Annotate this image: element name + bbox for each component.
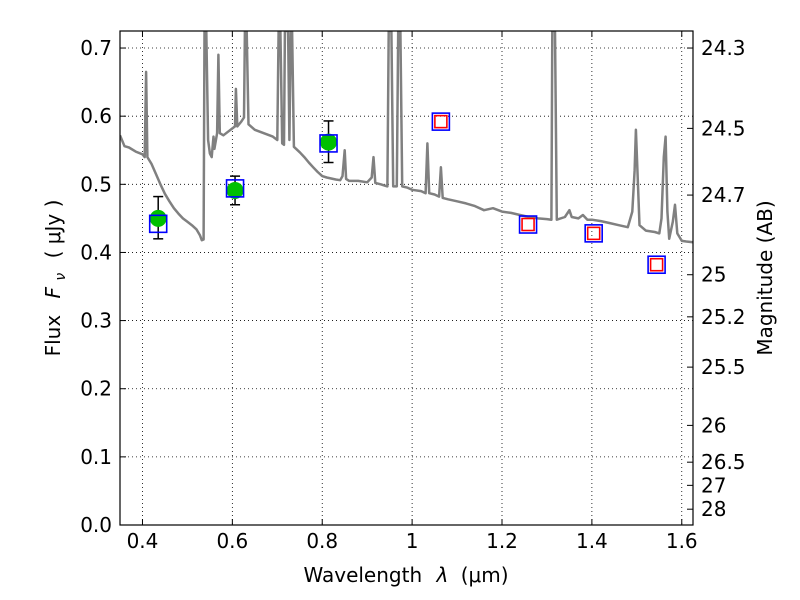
- axis-ticks: 0.4 0.6 0.8 1 1.2 1.4 1.6 0.0 0.1 0.2 0.3 0.4 0.5 0.6…: [80, 31, 746, 553]
- upper-limit-marker: [434, 114, 448, 129]
- observed-flux-point: [149, 209, 167, 227]
- model-bandpass-marker: [148, 214, 168, 234]
- x-tick-label: 1.2: [486, 529, 518, 553]
- y2-tick-label: 24.5: [701, 116, 746, 140]
- y-axis-label: Flux F ν ( μJy ): [41, 200, 70, 357]
- model-bandpass-marker: [647, 255, 666, 275]
- y-tick-label: 0.5: [80, 172, 112, 196]
- model-bandpass-marker: [584, 224, 603, 243]
- y2-tick-label: 26.5: [701, 450, 746, 474]
- plot-area: [120, 31, 693, 244]
- y-tick-label: 0.1: [80, 445, 112, 469]
- upper-limit-marker: [586, 226, 601, 241]
- axes-frame: [119, 30, 694, 526]
- y-tick-label: 0.6: [80, 104, 112, 128]
- model-bandpass-marker: [518, 215, 538, 234]
- x-tick-label: 0.4: [127, 529, 159, 553]
- marker-layer: [148, 112, 666, 275]
- y-tick-label: 0.2: [80, 377, 112, 401]
- y2-tick-label: 27: [701, 473, 726, 497]
- model-bandpass-marker: [319, 134, 338, 153]
- x-tick-label: 0.8: [306, 529, 338, 553]
- observed-flux-point: [320, 133, 338, 151]
- y2-tick-label: 25: [701, 263, 726, 287]
- x-tick-label: 1: [406, 529, 419, 553]
- y2-tick-label: 25.5: [701, 355, 746, 379]
- y2-tick-label: 25.2: [701, 305, 746, 329]
- y-tick-label: 0.0: [80, 513, 112, 537]
- model-bandpass-marker: [225, 179, 245, 198]
- y2-axis-label: Magnitude (AB): [753, 200, 777, 355]
- x-tick-label: 1.6: [666, 529, 698, 553]
- y2-tick-label: 26: [701, 413, 726, 437]
- x-tick-label: 1.4: [576, 529, 608, 553]
- y-tick-label: 0.3: [80, 309, 112, 333]
- x-axis-label: Wavelength λ (μm): [303, 563, 508, 587]
- upper-limit-marker: [649, 257, 664, 272]
- upper-limit-marker: [521, 217, 535, 232]
- x-tick-label: 0.6: [216, 529, 248, 553]
- y-tick-label: 0.4: [80, 240, 112, 264]
- y2-tick-label: 28: [701, 497, 726, 521]
- model-bandpass-marker: [431, 112, 451, 131]
- model-spectrum-line: [120, 31, 693, 244]
- y-tick-label: 0.7: [80, 36, 112, 60]
- observed-flux-point: [226, 181, 244, 199]
- y2-tick-label: 24.7: [701, 183, 746, 207]
- y2-tick-label: 24.3: [701, 36, 746, 60]
